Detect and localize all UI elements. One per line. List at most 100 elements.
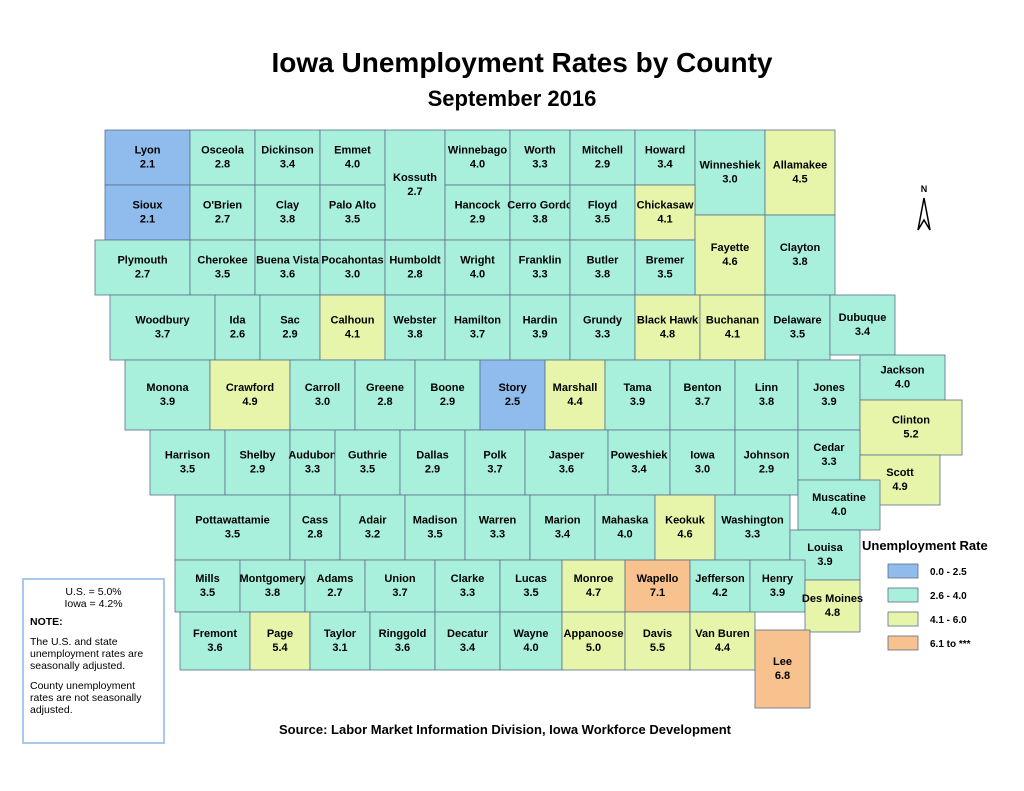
county-shape bbox=[569, 294, 636, 361]
county-name: Black Hawk bbox=[637, 315, 699, 327]
county-shape bbox=[694, 214, 766, 296]
county-name: Carroll bbox=[305, 382, 340, 394]
county: Cass 2.8 bbox=[289, 494, 341, 561]
county: Boone 2.9 bbox=[414, 359, 481, 431]
county-rate: 2.7 bbox=[215, 214, 230, 226]
county: Jefferson 4.2 bbox=[689, 559, 751, 613]
county-shape bbox=[399, 429, 466, 496]
county: Poweshiek 3.4 bbox=[607, 429, 671, 496]
county-name: Mills bbox=[195, 573, 219, 585]
county-shape bbox=[369, 611, 436, 671]
county-rate: 4.9 bbox=[242, 396, 257, 408]
county-shape bbox=[499, 611, 563, 671]
county-name: Ringgold bbox=[379, 628, 427, 640]
county-rate: 2.9 bbox=[425, 464, 440, 476]
county-rate: 3.9 bbox=[630, 396, 645, 408]
county-rate: 2.9 bbox=[440, 396, 455, 408]
county-rate: 3.8 bbox=[407, 329, 422, 341]
county-name: Fremont bbox=[193, 628, 237, 640]
county-rate: 3.4 bbox=[855, 326, 871, 338]
county-shape bbox=[594, 494, 656, 561]
county-rate: 4.0 bbox=[523, 642, 538, 654]
county: Clarke 3.3 bbox=[434, 559, 501, 613]
county-shape bbox=[304, 559, 366, 613]
county-rate: 3.7 bbox=[695, 396, 710, 408]
county-rate: 3.8 bbox=[280, 214, 295, 226]
county: Pottawattamie 3.5 bbox=[174, 494, 291, 561]
county-name: Pottawattamie bbox=[195, 515, 270, 527]
county-name: Davis bbox=[643, 628, 672, 640]
county: Keokuk 4.6 bbox=[654, 494, 716, 561]
county: Butler 3.8 bbox=[569, 239, 636, 296]
county-rate: 4.6 bbox=[677, 529, 692, 541]
county-rate: 3.4 bbox=[555, 529, 571, 541]
county-name: Sac bbox=[280, 315, 300, 327]
county-shape bbox=[829, 294, 896, 356]
county-rate: 5.0 bbox=[586, 642, 601, 654]
county: Pocahontas 3.0 bbox=[319, 239, 386, 296]
county-name: Allamakee bbox=[773, 160, 827, 172]
county-name: Shelby bbox=[239, 450, 276, 462]
county-rate: 3.5 bbox=[345, 214, 360, 226]
county-rate: 3.5 bbox=[215, 269, 230, 281]
county-rate: 3.9 bbox=[817, 556, 832, 568]
county-rate: 4.0 bbox=[470, 159, 485, 171]
county-name: Crawford bbox=[226, 382, 274, 394]
county-rate: 5.5 bbox=[650, 642, 665, 654]
county-name: Buchanan bbox=[706, 315, 759, 327]
county-name: Polk bbox=[483, 450, 507, 462]
county-rate: 4.6 bbox=[722, 256, 737, 268]
county: Jones 3.9 bbox=[797, 359, 861, 431]
county-shape bbox=[384, 239, 446, 296]
county-shape bbox=[479, 359, 546, 431]
county-shape bbox=[289, 494, 341, 561]
county-shape bbox=[174, 559, 241, 613]
county-name: Louisa bbox=[807, 542, 843, 554]
county-rate: 3.3 bbox=[490, 529, 505, 541]
county: Polk 3.7 bbox=[464, 429, 526, 496]
county-shape bbox=[754, 629, 811, 709]
county-name: Plymouth bbox=[117, 255, 167, 267]
note-heading: NOTE: bbox=[30, 616, 63, 628]
county-shape bbox=[109, 294, 216, 361]
county: Lucas 3.5 bbox=[499, 559, 563, 613]
county-name: Dickinson bbox=[261, 145, 314, 157]
county-name: Lee bbox=[773, 656, 792, 668]
county-rate: 3.5 bbox=[360, 464, 375, 476]
county-name: Des Moines bbox=[802, 593, 863, 605]
county-rate: 2.9 bbox=[250, 464, 265, 476]
county-rate: 6.8 bbox=[775, 670, 790, 682]
county-shape bbox=[764, 294, 831, 361]
county-rate: 3.0 bbox=[722, 174, 737, 186]
county-rate: 3.9 bbox=[770, 587, 785, 599]
county-shape bbox=[689, 559, 751, 613]
legend-label: 4.1 - 6.0 bbox=[930, 615, 967, 626]
county-shape bbox=[189, 239, 256, 296]
county-shape bbox=[289, 429, 336, 496]
county-name: Kossuth bbox=[393, 172, 437, 184]
county-name: Linn bbox=[755, 382, 778, 394]
county-rate: 3.3 bbox=[532, 269, 547, 281]
county-name: Humboldt bbox=[389, 255, 441, 267]
county-shape bbox=[464, 429, 526, 496]
county-name: Webster bbox=[393, 315, 437, 327]
county: Benton 3.7 bbox=[669, 359, 736, 431]
county: Jackson 4.0 bbox=[859, 354, 946, 401]
county: Ida 2.6 bbox=[214, 294, 261, 361]
county-rate: 3.3 bbox=[821, 456, 836, 468]
county-name: Muscatine bbox=[812, 492, 866, 504]
county-name: Cass bbox=[302, 515, 328, 527]
county-shape bbox=[189, 184, 256, 241]
county: Monona 3.9 bbox=[124, 359, 211, 431]
county: Allamakee 4.5 bbox=[764, 129, 836, 216]
county: Page 5.4 bbox=[249, 611, 311, 671]
county-shape bbox=[764, 214, 836, 296]
county-shape bbox=[859, 399, 963, 456]
county: Shelby 2.9 bbox=[224, 429, 291, 496]
county-name: Delaware bbox=[773, 315, 821, 327]
county-shape bbox=[654, 494, 716, 561]
county-name: Worth bbox=[524, 145, 556, 157]
county-rate: 4.8 bbox=[660, 329, 675, 341]
county-name: Appanoose bbox=[564, 628, 624, 640]
